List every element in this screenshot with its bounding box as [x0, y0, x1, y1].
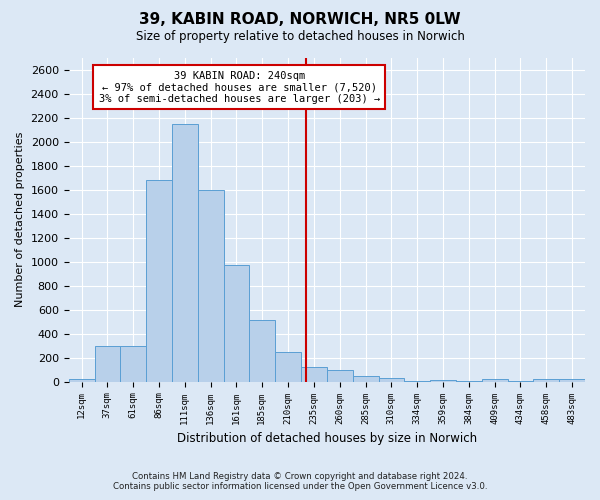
Bar: [146, 180, 172, 382]
Bar: [559, 380, 585, 382]
Bar: [379, 378, 404, 382]
Bar: [68, 380, 95, 382]
Text: Contains HM Land Registry data © Crown copyright and database right 2024.
Contai: Contains HM Land Registry data © Crown c…: [113, 472, 487, 491]
Bar: [533, 380, 559, 382]
Text: 39 KABIN ROAD: 240sqm
← 97% of detached houses are smaller (7,520)
3% of semi-de: 39 KABIN ROAD: 240sqm ← 97% of detached …: [98, 70, 380, 104]
Y-axis label: Number of detached properties: Number of detached properties: [15, 132, 25, 308]
Bar: [301, 368, 327, 382]
Bar: [119, 346, 146, 382]
Bar: [353, 376, 379, 382]
Bar: [95, 346, 119, 382]
Bar: [172, 124, 197, 382]
Bar: [224, 265, 248, 382]
Bar: [404, 381, 430, 382]
Bar: [430, 380, 456, 382]
Bar: [275, 352, 301, 382]
X-axis label: Distribution of detached houses by size in Norwich: Distribution of detached houses by size …: [177, 432, 477, 445]
Text: Size of property relative to detached houses in Norwich: Size of property relative to detached ho…: [136, 30, 464, 43]
Bar: [248, 320, 275, 382]
Bar: [482, 380, 508, 382]
Bar: [327, 370, 353, 382]
Bar: [197, 190, 224, 382]
Bar: [508, 381, 533, 382]
Text: 39, KABIN ROAD, NORWICH, NR5 0LW: 39, KABIN ROAD, NORWICH, NR5 0LW: [139, 12, 461, 28]
Bar: [456, 381, 482, 382]
